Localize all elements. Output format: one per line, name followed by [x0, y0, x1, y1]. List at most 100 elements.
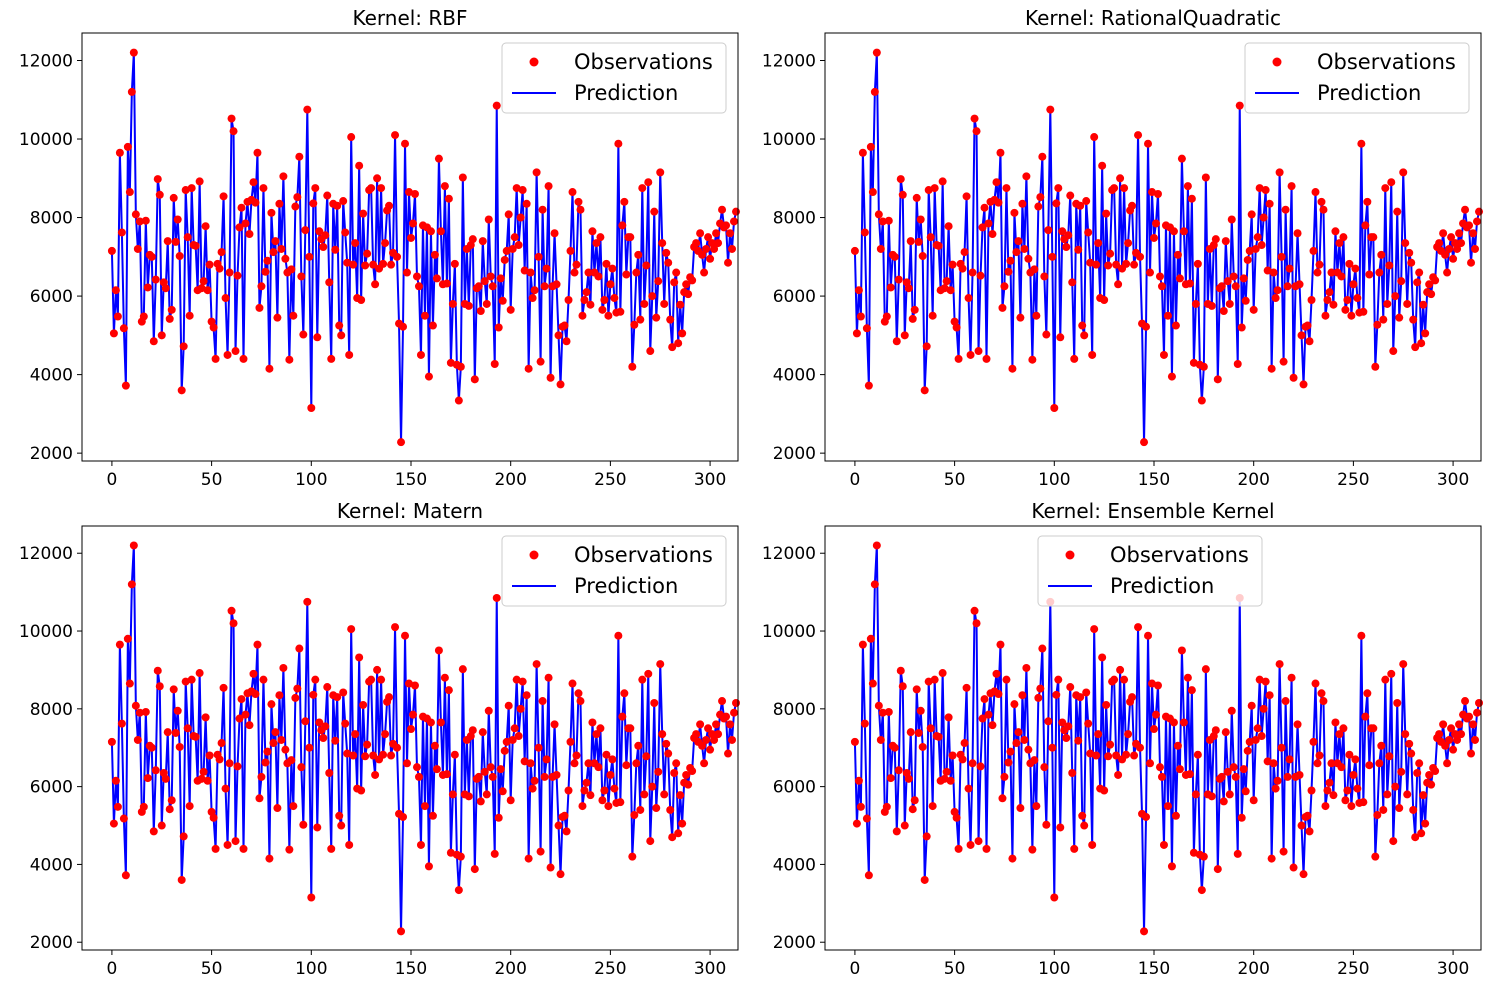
y-tick-label: 6000: [30, 287, 73, 307]
observation-point: [113, 802, 122, 811]
observation-point: [221, 784, 230, 793]
observation-point: [586, 300, 595, 309]
observation-point: [1381, 675, 1390, 684]
observation-point: [1241, 296, 1250, 305]
observation-point: [1445, 735, 1454, 744]
observation-point: [1325, 288, 1334, 297]
observation-point: [205, 751, 214, 760]
observation-point: [576, 205, 585, 214]
observation-point: [135, 217, 144, 226]
observation-point: [524, 854, 533, 863]
observation-point: [1022, 663, 1031, 672]
observation-point: [1329, 791, 1338, 800]
observation-point: [662, 248, 671, 257]
observation-point: [1068, 769, 1077, 778]
observation-point: [1098, 161, 1107, 170]
observation-point: [175, 252, 184, 261]
observation-point: [169, 193, 178, 202]
observation-point: [660, 299, 669, 308]
observation-point: [1443, 759, 1452, 768]
prediction-line: [110, 51, 737, 444]
observation-point: [930, 675, 939, 684]
observation-point: [1006, 747, 1015, 756]
x-tick-label: 150: [1138, 959, 1170, 979]
observation-point: [908, 805, 917, 814]
x-tick-label: 300: [1437, 470, 1469, 490]
observation-point: [315, 718, 324, 727]
observation-point: [1409, 315, 1418, 324]
observation-point: [349, 751, 358, 760]
observation-point: [1359, 798, 1368, 807]
observation-point: [347, 133, 356, 142]
observation-point: [333, 201, 342, 210]
observation-point: [1014, 237, 1023, 246]
observation-point: [167, 796, 176, 805]
observation-point: [1225, 299, 1234, 308]
observation-point: [1369, 233, 1378, 242]
observation-point: [992, 669, 1001, 678]
observation-point: [572, 260, 581, 269]
observation-point: [722, 712, 731, 721]
observation-point: [1012, 248, 1021, 257]
observation-point: [564, 296, 573, 305]
observation-point: [299, 330, 308, 339]
observation-point: [1058, 718, 1067, 727]
observation-point: [163, 237, 172, 246]
observation-point: [191, 732, 200, 741]
observation-point: [728, 244, 737, 253]
observation-point: [377, 675, 386, 684]
legend-prediction-label: Prediction: [574, 81, 678, 105]
observation-point: [858, 640, 867, 649]
observation-point: [1319, 205, 1328, 214]
observation-point: [1365, 761, 1374, 770]
observation-point: [121, 381, 130, 390]
observation-point: [1385, 261, 1394, 270]
observation-point: [592, 730, 601, 739]
observation-point: [474, 772, 483, 781]
panel-rationalquadratic: Kernel: RationalQuadratic 0 50 100 150 200 25…: [762, 6, 1484, 490]
observation-point: [996, 148, 1005, 157]
observation-point: [480, 277, 489, 286]
observation-point: [281, 745, 290, 754]
y-tick-label: 12000: [19, 544, 73, 564]
observation-point: [546, 863, 555, 872]
observation-point: [307, 403, 316, 412]
observation-point: [654, 767, 663, 776]
observation-point: [195, 177, 204, 186]
observation-point: [1411, 833, 1420, 842]
observation-point: [498, 787, 507, 796]
observation-point: [257, 772, 266, 781]
observation-point: [918, 252, 927, 261]
observation-point: [1008, 364, 1017, 373]
observation-point: [606, 770, 615, 779]
observation-point: [1080, 821, 1089, 830]
y-tick-label: 2000: [773, 933, 816, 953]
observation-point: [237, 203, 246, 212]
observation-point: [1048, 743, 1057, 752]
observation-point: [285, 355, 294, 364]
observation-point: [928, 802, 937, 811]
observation-point: [1173, 250, 1182, 259]
observation-point: [970, 114, 979, 123]
observation-point: [1155, 763, 1164, 772]
observation-point: [263, 747, 272, 756]
observation-point: [1273, 286, 1282, 295]
observation-point: [1383, 790, 1392, 799]
observation-point: [161, 284, 170, 293]
observation-point: [1339, 724, 1348, 733]
observation-point: [1233, 360, 1242, 369]
observation-point: [1167, 862, 1176, 871]
observation-point: [1375, 268, 1384, 277]
y-tick-label: 4000: [773, 366, 816, 386]
observation-point: [490, 849, 499, 858]
observation-point: [351, 239, 360, 248]
observation-point: [638, 675, 647, 684]
observation-point: [1305, 827, 1314, 836]
observation-point: [1387, 669, 1396, 678]
observation-point: [1150, 725, 1158, 734]
observation-point: [325, 278, 334, 287]
observation-point: [456, 362, 465, 371]
y-tick-label: 4000: [773, 855, 816, 875]
observation-point: [486, 763, 495, 772]
observation-point: [1237, 813, 1246, 822]
